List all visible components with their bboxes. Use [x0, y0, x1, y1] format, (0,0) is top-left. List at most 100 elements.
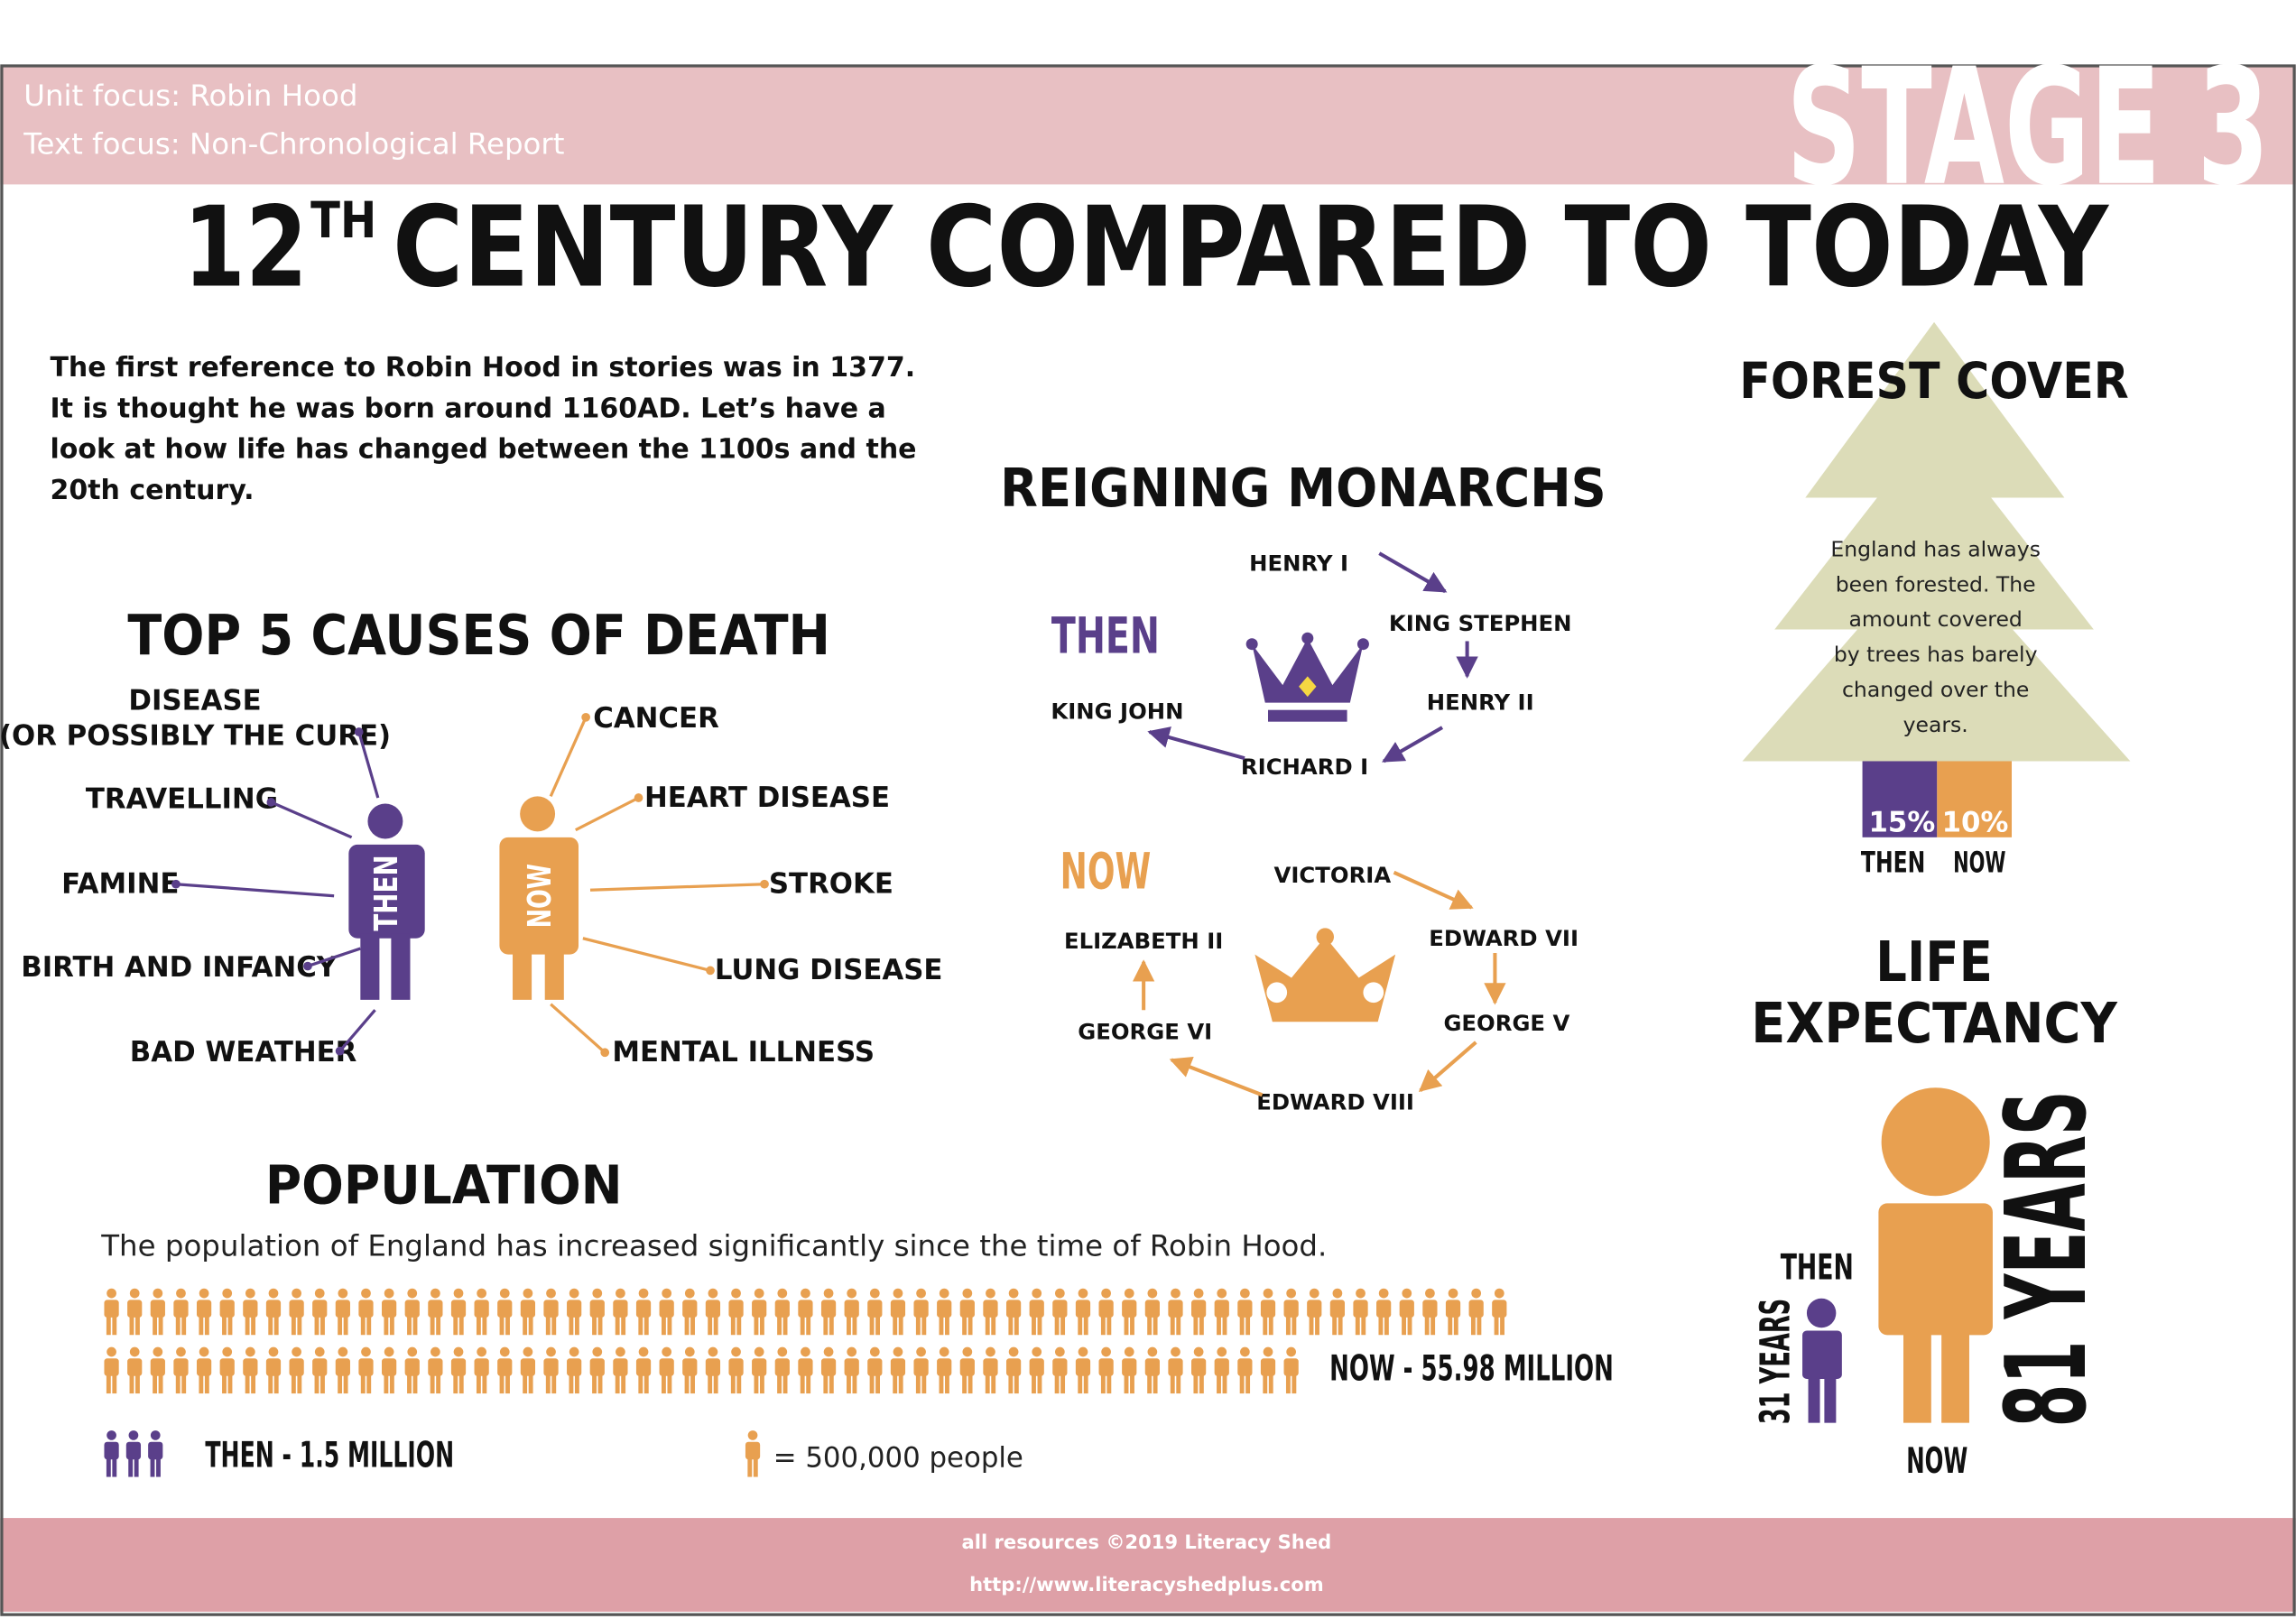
monarch: HENRY II: [1427, 689, 1534, 716]
forest-text: years.: [1903, 712, 1968, 737]
forest-text: England has always: [1830, 536, 2041, 561]
connector-dot: [171, 879, 181, 889]
connector: [338, 1009, 376, 1052]
cause-then: (OR POSSIBLY THE CURE): [0, 720, 391, 753]
connector: [175, 883, 335, 898]
connector: [307, 947, 361, 968]
crown-now: [1254, 928, 1396, 1022]
connector-dot: [600, 1048, 610, 1058]
connector-dot: [634, 793, 643, 802]
monarch: VICTORIA: [1274, 862, 1392, 888]
unit-focus: Unit focus: Robin Hood: [23, 79, 357, 113]
arrow: [1418, 1041, 1477, 1093]
intro-line: 20th century.: [50, 475, 254, 506]
footer-band: [0, 1518, 2296, 1612]
tree: [1742, 321, 2131, 762]
monarch: GEORGE VI: [1078, 1019, 1212, 1045]
period-label: NOW: [1060, 844, 1152, 902]
title: CENTURY COMPARED TO TODAY: [393, 183, 2110, 312]
cause-then: DISEASE: [128, 685, 261, 717]
intro-line: The first reference to Robin Hood in sto…: [50, 352, 915, 384]
population-text: The population of England has increased …: [100, 1229, 1327, 1263]
monarch: KING STEPHEN: [1389, 610, 1572, 636]
connector: [357, 731, 380, 799]
arrow: [1147, 726, 1245, 761]
percent: 15%: [1869, 806, 1936, 838]
intro-line: It is thought he was born around 1160AD.…: [50, 393, 885, 424]
cause-now: MENTAL ILLNESS: [612, 1036, 875, 1069]
period-label: THEN: [1861, 846, 1925, 880]
cause-now: STROKE: [769, 867, 893, 900]
forest-text: been forested. The: [1836, 571, 2036, 597]
border: [0, 64, 2296, 1616]
cause-now: HEART DISEASE: [644, 782, 890, 814]
connector: [550, 1003, 606, 1054]
period-label: NOW: [1906, 1441, 1967, 1482]
figure-life-then: [1802, 1298, 1842, 1423]
figure-life-now: [1878, 1087, 1993, 1423]
section-title: FOREST COVER: [1739, 353, 2128, 411]
forest-text: by trees has barely: [1834, 642, 2038, 667]
years-now: 81 YEARS: [1983, 1090, 2112, 1427]
section-title: REIGNING MONARCHS: [1000, 458, 1606, 519]
monarch: RICHARD I: [1241, 754, 1368, 780]
cause-then: BIRTH AND INFANCY: [21, 951, 338, 984]
monarch: GEORGE V: [1443, 1010, 1569, 1036]
trunk-now: [1937, 761, 2013, 837]
monarch: EDWARD VIII: [1256, 1089, 1414, 1115]
header-band: [0, 65, 2296, 185]
trunk-then: [1862, 761, 1938, 837]
forest-text: amount covered: [1849, 606, 2023, 632]
cause-then: FAMINE: [61, 867, 179, 900]
forest-text: changed over the: [1842, 677, 2029, 702]
connector: [575, 796, 640, 832]
section-title: TOP 5 CAUSES OF DEATH: [127, 603, 830, 668]
period-label: THEN: [1051, 607, 1160, 665]
connector-dot: [581, 712, 590, 722]
arrow: [1382, 726, 1444, 763]
figure-now: [499, 796, 579, 1000]
cause-now: CANCER: [593, 702, 719, 735]
connector: [270, 800, 353, 839]
monarch: KING JOHN: [1051, 698, 1183, 724]
connector-dot: [760, 879, 769, 889]
intro-line: look at how life has changed between the…: [50, 434, 916, 466]
section-title: POPULATION: [265, 1154, 623, 1216]
monarch: HENRY I: [1249, 550, 1348, 577]
period-label: NOW: [1953, 846, 2005, 880]
cause-then: BAD WEATHER: [130, 1036, 357, 1069]
cause-now: LUNG DISEASE: [715, 954, 943, 986]
connector: [582, 937, 711, 972]
figure-label: THEN: [368, 855, 405, 930]
years-then: 31 YEARS: [1751, 1299, 1799, 1424]
cause-then: TRAVELLING: [86, 782, 278, 815]
period-label: THEN: [1781, 1248, 1854, 1289]
footer-text: all resources ©2019 Literacy Shed: [962, 1531, 1332, 1553]
stage: STAGE 3: [1786, 34, 2269, 222]
population-key: = 500,000 people: [773, 1441, 1023, 1474]
connector: [549, 717, 588, 798]
figure-label: NOW: [522, 864, 559, 928]
text-focus: Text focus: Non-Chronological Report: [23, 126, 564, 161]
population-then: THEN - 1.5 MILLION: [205, 1435, 454, 1476]
footer-text: http://www.literacyshedplus.com: [969, 1573, 1324, 1596]
title-superscript: TH: [310, 192, 376, 250]
connector-dot: [266, 798, 276, 807]
arrow: [1169, 1056, 1264, 1097]
percent: 10%: [1942, 806, 2009, 838]
title-number: 12: [183, 183, 308, 312]
population-now: NOW - 55.98 MILLION: [1329, 1349, 1614, 1390]
connector-dot: [354, 727, 364, 736]
arrow: [1393, 870, 1474, 910]
crown-then: [1245, 632, 1369, 722]
arrow: [1378, 551, 1448, 594]
connector-dot: [303, 961, 312, 971]
connector-dot: [706, 966, 715, 976]
section-title: EXPECTANCY: [1751, 991, 2118, 1056]
monarch: EDWARD VII: [1429, 925, 1578, 951]
connector-dot: [335, 1046, 345, 1056]
monarch: ELIZABETH II: [1064, 928, 1223, 954]
figure-then: [348, 803, 425, 1000]
section-title: LIFE: [1875, 930, 1993, 995]
